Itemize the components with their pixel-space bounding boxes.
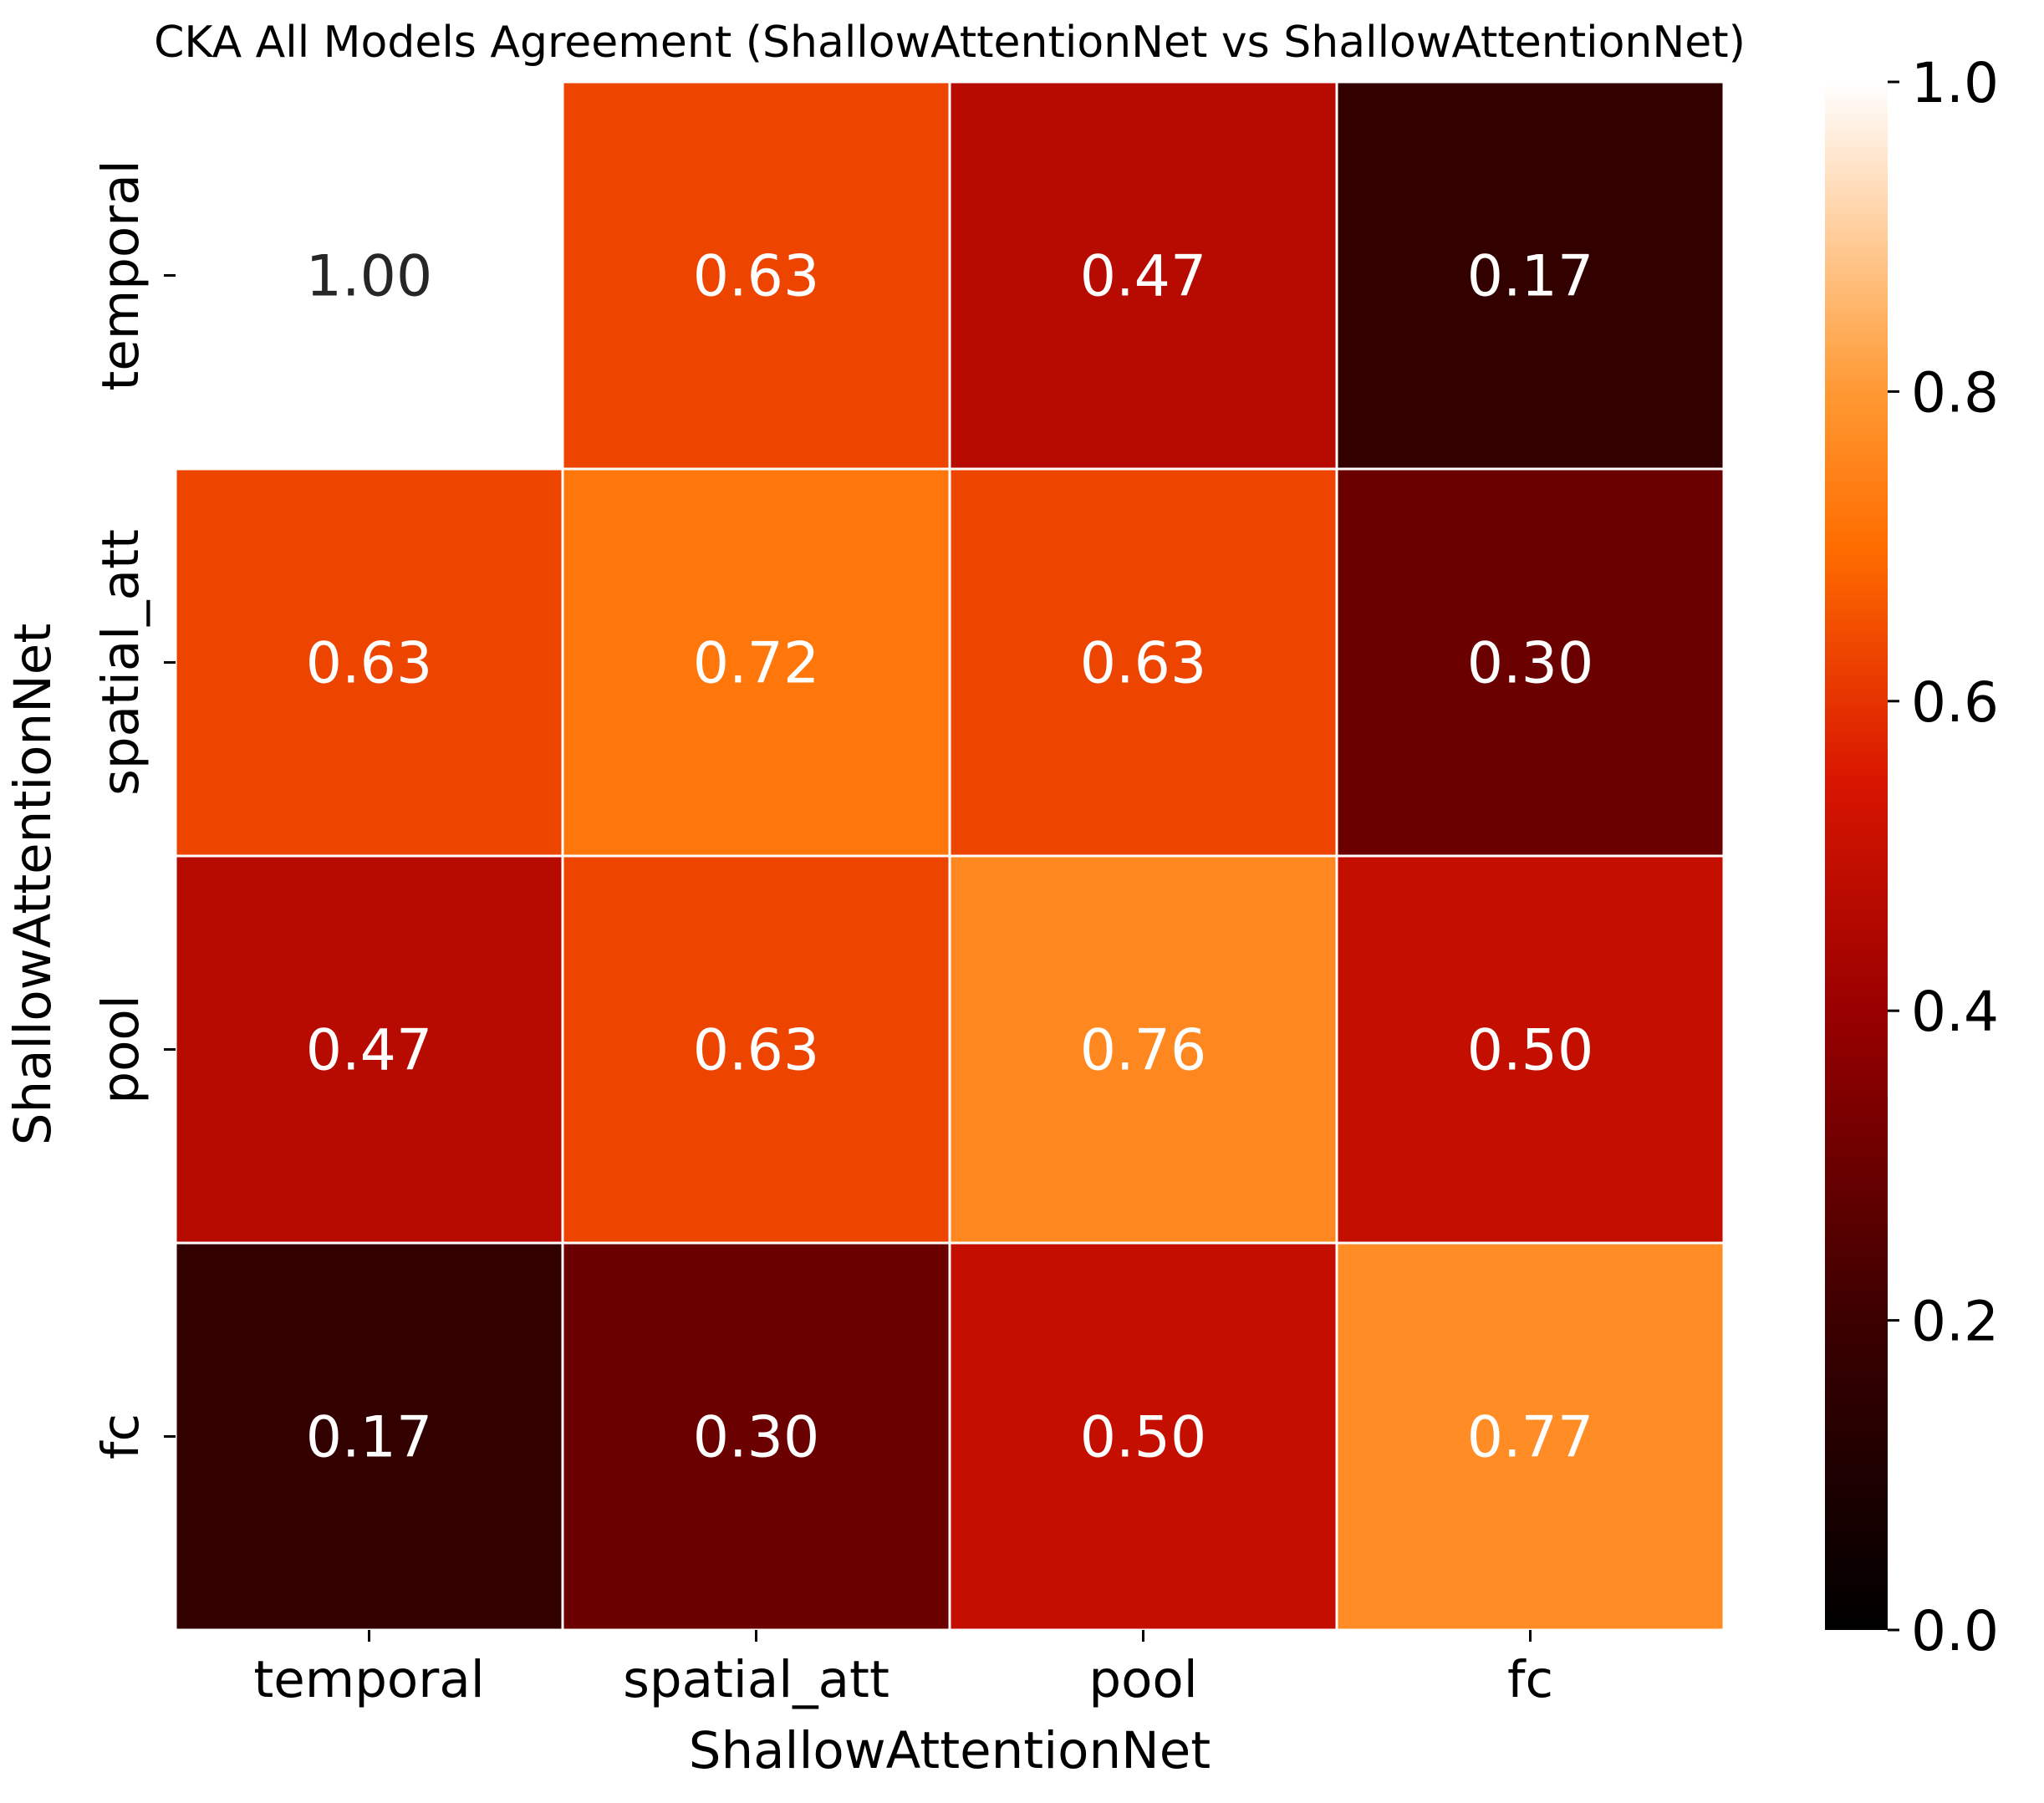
cell-annotation: 0.63 (693, 1018, 819, 1084)
y-tick-label: temporal (91, 160, 150, 390)
heatmap-annotations: 1.00 0.63 0.47 0.17 0.63 0.72 0.63 0.30 0.47 0.63… (306, 244, 1593, 1471)
heatmap-cell (561, 467, 951, 858)
x-tick-label: pool (1088, 1650, 1197, 1709)
heatmap-cell (1335, 467, 1725, 858)
heatmap-cell (174, 467, 564, 858)
heatmap-cell (561, 1241, 951, 1632)
colorbar-tick-label: 1.0 (1911, 51, 1999, 115)
heatmap-cell (1335, 1241, 1725, 1632)
y-tick-label: spatial_att (91, 529, 150, 796)
x-axis-label: ShallowAttentionNet (689, 1721, 1211, 1780)
cell-annotation: 1.00 (306, 244, 432, 310)
heatmap-cell (174, 80, 564, 471)
heatmap-cell (561, 854, 951, 1245)
colorbar-ticks: 0.0 0.2 0.4 0.6 0.8 1.0 (1888, 51, 1999, 1663)
heatmap-cell (948, 1241, 1338, 1632)
cell-annotation: 0.72 (693, 631, 819, 697)
cell-annotation: 0.30 (1467, 631, 1593, 697)
chart-title: CKA All Models Agreement (ShallowAttenti… (154, 18, 1746, 68)
colorbar-tick-label: 0.8 (1911, 360, 1999, 425)
colorbar-tick-label: 0.2 (1911, 1290, 1999, 1354)
cell-annotation: 0.76 (1080, 1018, 1206, 1084)
y-tick-label: pool (91, 995, 150, 1103)
heatmap-cell (1335, 80, 1725, 471)
cell-annotation: 0.17 (1467, 244, 1593, 310)
cell-annotation: 0.63 (306, 631, 432, 697)
cell-annotation: 0.50 (1467, 1018, 1593, 1084)
cell-annotation: 0.50 (1080, 1405, 1206, 1471)
cell-annotation: 0.30 (693, 1405, 819, 1471)
cell-annotation: 0.77 (1467, 1405, 1593, 1471)
cell-annotation: 0.63 (693, 244, 819, 310)
heatmap-cell (948, 80, 1338, 471)
heatmap-cell (561, 80, 951, 471)
colorbar (1825, 82, 1888, 1630)
cell-annotation: 0.47 (1080, 244, 1206, 310)
heatmap-cells (174, 80, 1725, 1632)
cell-annotation: 0.17 (306, 1405, 432, 1471)
colorbar-tick-label: 0.0 (1911, 1599, 1999, 1663)
heatmap-cell (174, 1241, 564, 1632)
y-tick-label: fc (91, 1413, 150, 1459)
x-tick-label: fc (1507, 1650, 1553, 1709)
cell-annotation: 0.47 (306, 1018, 432, 1084)
colorbar-tick-label: 0.6 (1911, 670, 1999, 735)
y-axis-label: ShallowAttentionNet (3, 624, 63, 1145)
heatmap-cell (948, 467, 1338, 858)
x-tick-label: temporal (253, 1650, 484, 1709)
x-tick-label: spatial_att (623, 1650, 889, 1709)
heatmap-cell (1335, 854, 1725, 1245)
colorbar-tick-label: 0.4 (1911, 980, 1999, 1044)
cell-annotation: 0.63 (1080, 631, 1206, 697)
x-axis-ticks: temporal spatial_att pool fc (253, 1630, 1553, 1709)
